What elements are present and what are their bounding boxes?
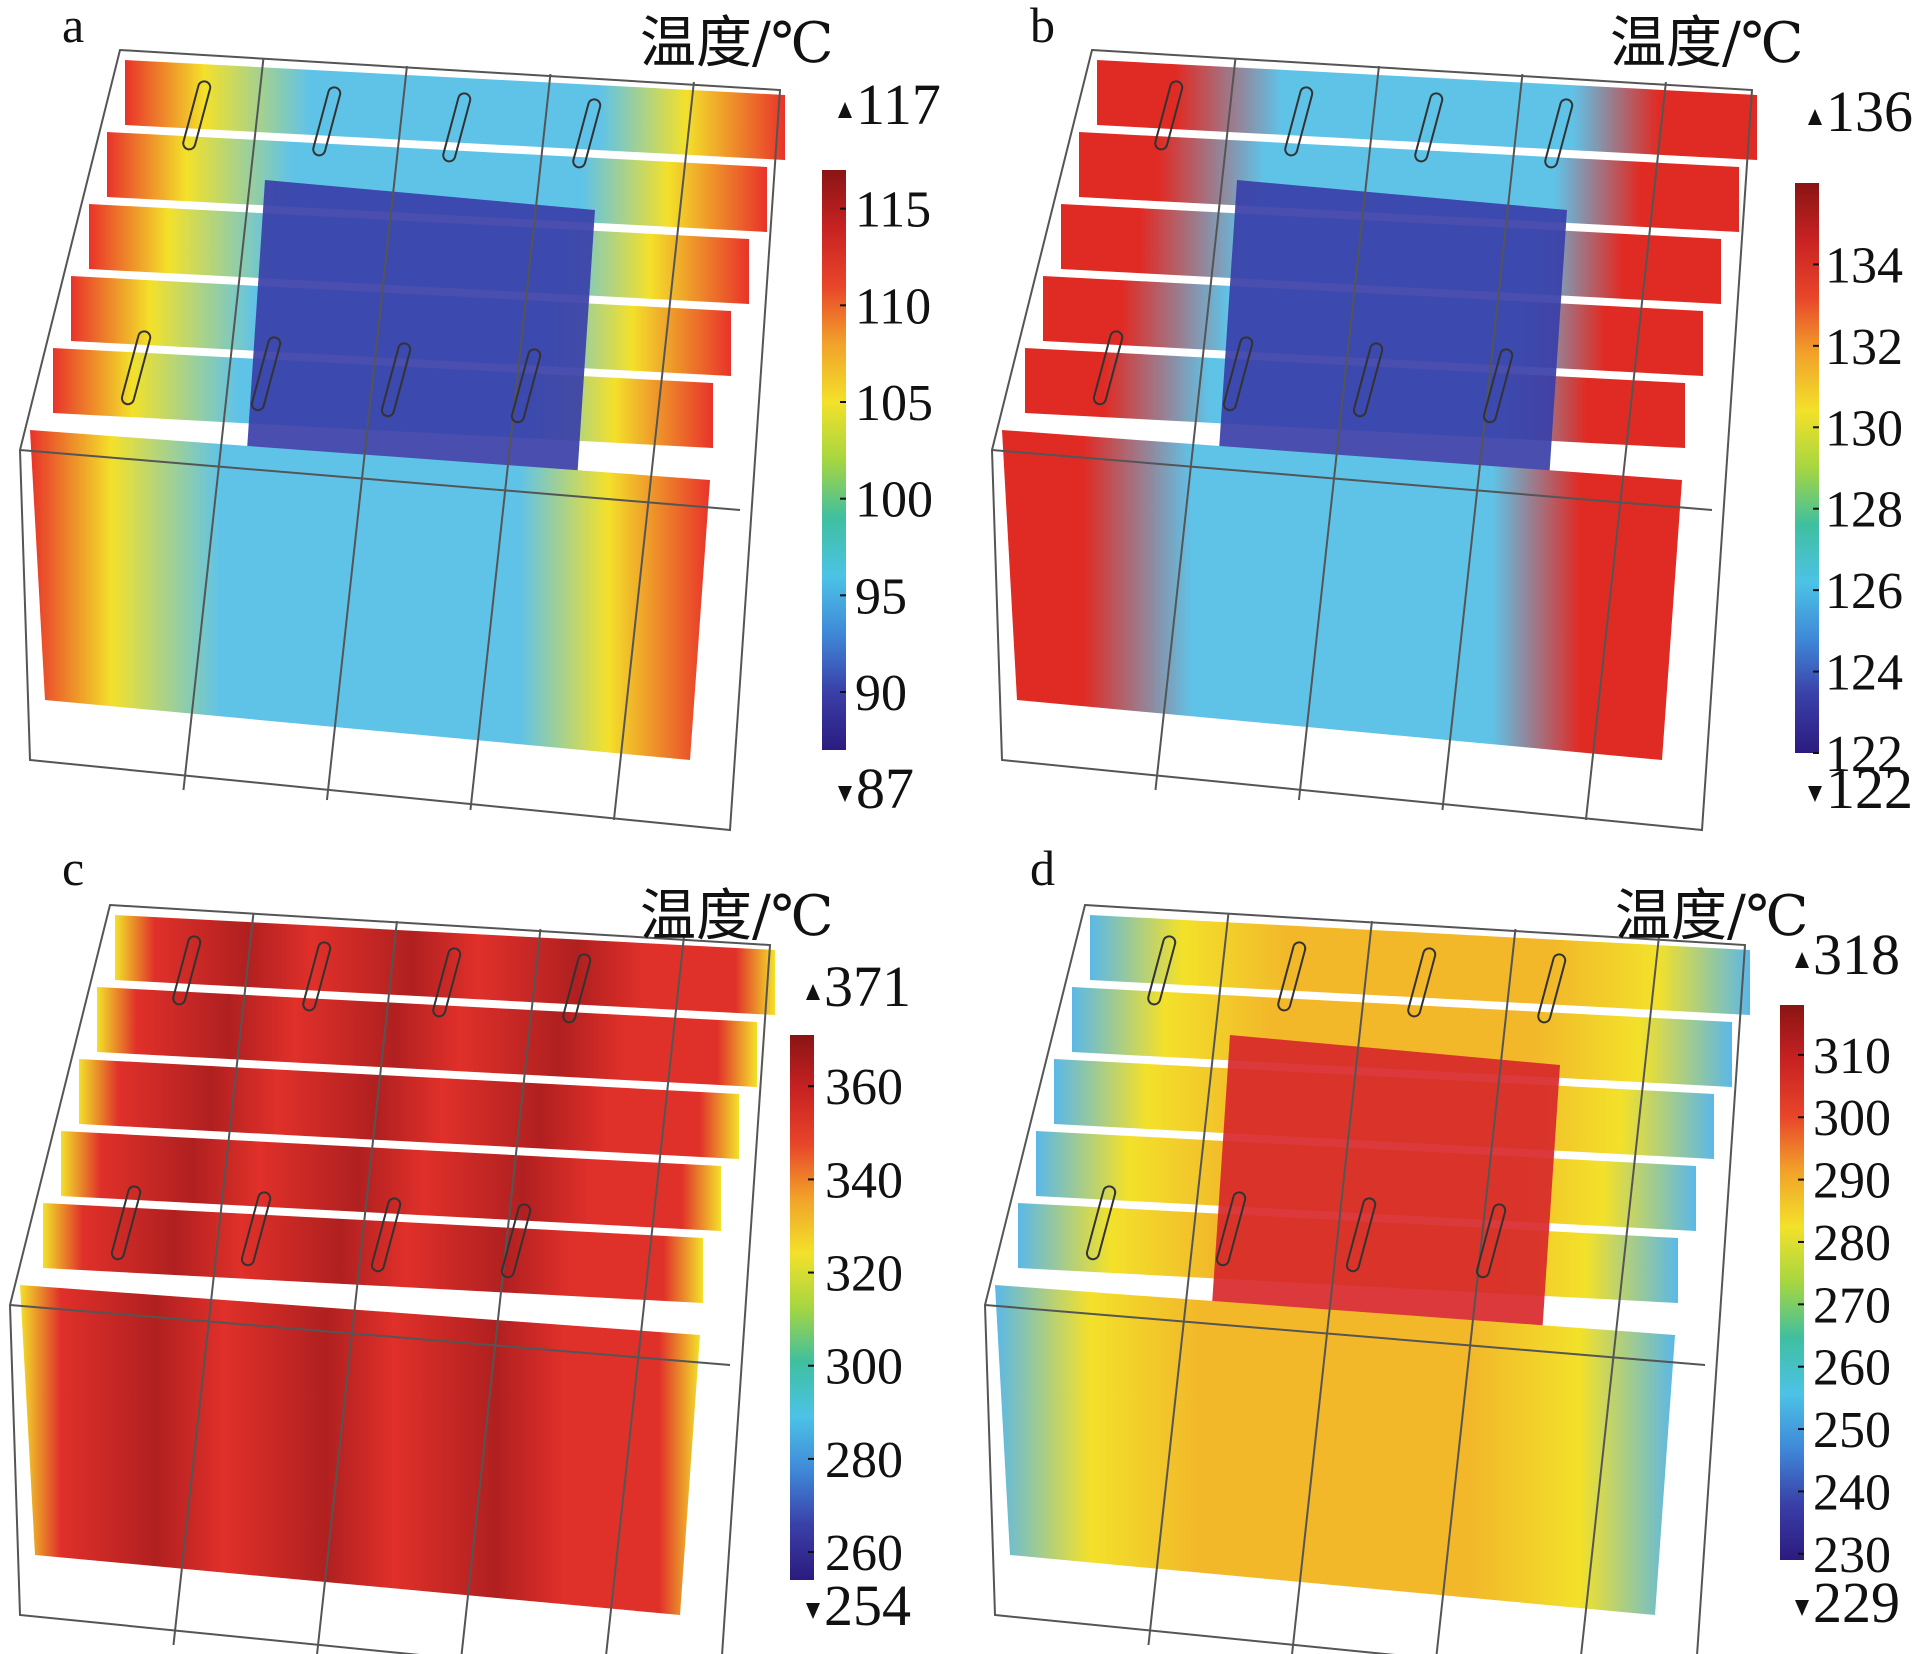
min-value: 122 [1826, 756, 1913, 821]
max-marker-icon [838, 102, 852, 118]
colorbar-tick-label: 230 [1813, 1527, 1891, 1584]
colorbar-tick-label: 260 [1813, 1340, 1891, 1397]
max-value: 117 [856, 72, 941, 137]
colorbar-tick-label: 115 [855, 182, 931, 239]
min-marker-icon [1795, 1600, 1809, 1616]
colorbar-tick-label: 270 [1813, 1277, 1891, 1334]
probes [110, 935, 592, 1279]
probes [1092, 80, 1574, 424]
colorbar-tick-label: 290 [1813, 1153, 1891, 1210]
front-face [1002, 430, 1682, 760]
colorbar-tick-label: 130 [1825, 400, 1903, 457]
min-value: 87 [856, 756, 914, 821]
probes [1085, 935, 1567, 1279]
min-marker-icon [806, 1603, 820, 1619]
front-face [30, 430, 710, 760]
wireframe [990, 48, 1754, 832]
wireframe [983, 903, 1747, 1654]
colorbar-tick-label: 132 [1825, 319, 1903, 376]
colorbar-tick-label: 100 [855, 472, 933, 529]
colorbar [822, 170, 846, 750]
colorbar-tick-label: 90 [855, 665, 907, 722]
colorbar-tick-label: 122 [1825, 726, 1903, 783]
colorbar-tick-label: 105 [855, 375, 933, 432]
legend-title: 温度/℃ [640, 884, 834, 949]
max-value: 371 [824, 954, 911, 1019]
colorbar-tick-label: 340 [825, 1152, 903, 1209]
max-value: 318 [1813, 922, 1900, 987]
legend-title: 温度/℃ [1615, 884, 1809, 949]
max-value: 136 [1826, 79, 1913, 144]
panel-b: b 温度/℃ 136 122 134 132 130 128 126 124 122 [990, 0, 1913, 832]
colorbar-tick-label: 126 [1825, 563, 1903, 620]
core-region [1210, 1035, 1560, 1365]
colorbar-tick-label: 300 [825, 1339, 903, 1396]
min-marker-icon [1808, 786, 1822, 802]
panel-a: a 温度/℃ 117 87 115 110 105 100 95 90 [18, 0, 941, 832]
colorbar-tick-label: 95 [855, 568, 907, 625]
panel-letter: c [62, 840, 84, 896]
core-region [1217, 180, 1567, 510]
colorbar-tick-label: 240 [1813, 1464, 1891, 1521]
legend-title: 温度/℃ [640, 11, 834, 76]
panel-letter: a [62, 0, 84, 53]
core-region [245, 180, 595, 510]
slab-face [79, 1059, 739, 1159]
colorbar-tick-label: 250 [1813, 1402, 1891, 1459]
colorbar [1795, 183, 1819, 753]
front-face [20, 1285, 700, 1615]
panel-letter: d [1030, 840, 1055, 896]
colorbar [790, 1035, 814, 1580]
front-face [995, 1285, 1675, 1615]
colorbar-tick-label: 280 [825, 1432, 903, 1489]
colorbar-tick-label: 280 [1813, 1215, 1891, 1272]
min-value: 254 [824, 1573, 911, 1638]
min-marker-icon [838, 786, 852, 802]
colorbar-tick-label: 300 [1813, 1090, 1891, 1147]
colorbar [1780, 1005, 1804, 1560]
slab-face [1079, 132, 1739, 232]
wireframe [18, 48, 782, 832]
slab-face [1072, 987, 1732, 1087]
colorbar-tick-label: 134 [1825, 237, 1903, 294]
colorbar-tick-label: 310 [1813, 1028, 1891, 1085]
colorbar-tick-label: 320 [825, 1246, 903, 1303]
slab-face [43, 1203, 703, 1303]
probes [120, 80, 602, 424]
colorbar-tick-label: 128 [1825, 482, 1903, 539]
panel-letter: b [1030, 0, 1055, 53]
max-marker-icon [806, 984, 820, 1000]
slab-face [97, 987, 757, 1087]
colorbar-tick-label: 360 [825, 1059, 903, 1116]
colorbar-tick-label: 260 [825, 1525, 903, 1582]
legend-title: 温度/℃ [1610, 11, 1804, 76]
min-value: 229 [1813, 1570, 1900, 1635]
max-marker-icon [1808, 109, 1822, 125]
colorbar-tick-label: 110 [855, 278, 931, 335]
colorbar-tick-label: 124 [1825, 645, 1903, 702]
slab-face [107, 132, 767, 232]
wireframe [8, 903, 772, 1654]
max-marker-icon [1795, 952, 1809, 968]
